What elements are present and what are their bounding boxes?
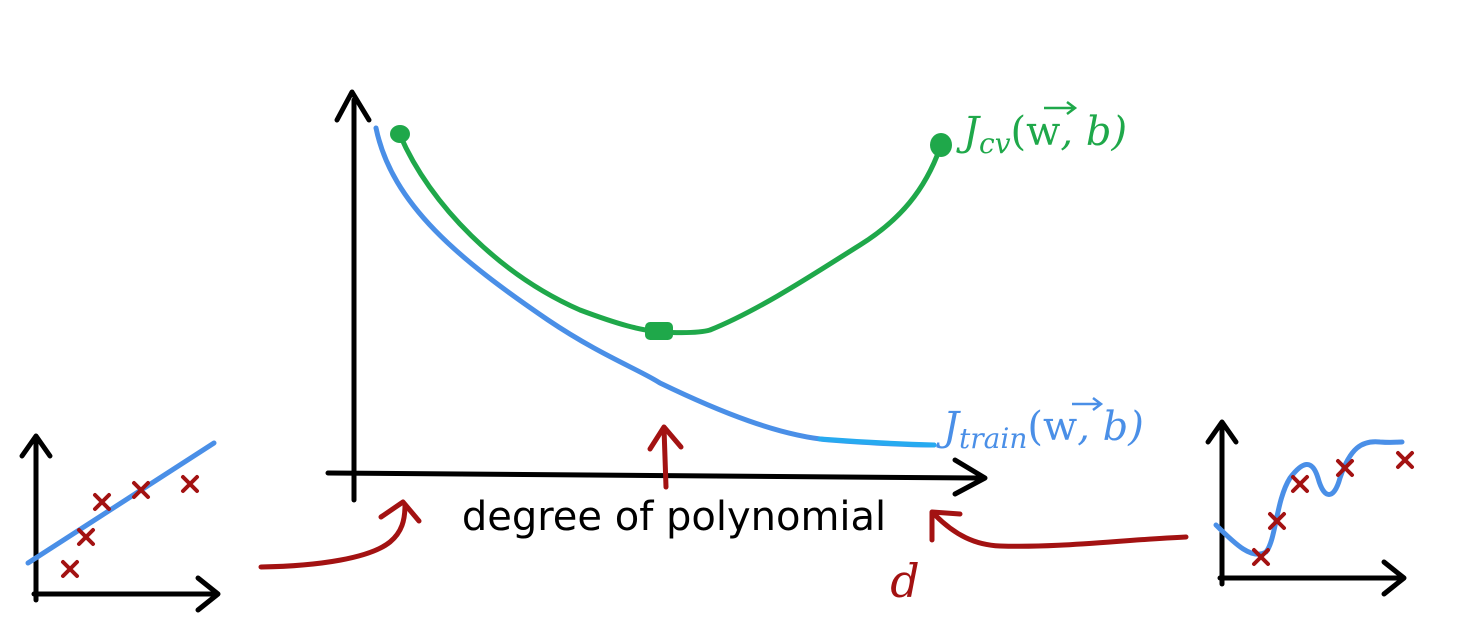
- cv-point-min: [645, 322, 673, 340]
- train-subscript: train: [959, 422, 1027, 455]
- underfit-line: [25, 440, 217, 566]
- high-degree-arrow: [929, 509, 1189, 549]
- low-degree-arrow: [258, 499, 422, 570]
- cv-args-suffix: , b): [1060, 109, 1127, 155]
- main-y-axis: [334, 89, 372, 503]
- underfit-data-points: [61, 475, 199, 578]
- optimum-arrow: [647, 424, 684, 490]
- cv-curve: [397, 132, 943, 336]
- x-mark-icon: [1336, 459, 1354, 477]
- overfit-data-points: [1252, 451, 1414, 566]
- x-mark-icon: [93, 493, 111, 511]
- overfit-curve: [1213, 439, 1405, 557]
- cv-vector-arrow-icon: [1044, 101, 1078, 115]
- cv-point-left: [390, 125, 410, 143]
- train-vector-arrow-icon: [1072, 397, 1104, 411]
- train-w-symbol: w: [1043, 404, 1077, 450]
- overfit-mini-plot: [1205, 419, 1414, 597]
- x-mark-icon: [61, 560, 79, 578]
- x-mark-icon: [132, 481, 150, 499]
- x-axis-label: degree of polynomial: [462, 494, 886, 540]
- svg-text:Jtrain(w, b): Jtrain(w, b): [936, 404, 1144, 455]
- train-curve-label: Jtrain(w, b): [936, 397, 1144, 455]
- x-mark-icon: [1252, 548, 1270, 566]
- x-mark-icon: [77, 528, 95, 546]
- train-J-symbol: J: [936, 404, 961, 450]
- train-curve: [373, 125, 937, 448]
- x-mark-icon: [1268, 512, 1286, 530]
- x-mark-icon: [1396, 451, 1414, 469]
- cv-args-prefix: (: [1011, 109, 1027, 155]
- train-curve-tail: [817, 436, 937, 448]
- variable-d-label: d: [890, 554, 919, 608]
- train-args-prefix: (: [1027, 404, 1043, 450]
- underfit-mini-plot: [19, 433, 221, 613]
- svg-text:Jcv(w, b): Jcv(w, b): [956, 109, 1127, 160]
- cv-w-symbol: w: [1026, 109, 1060, 155]
- train-args-suffix: , b): [1077, 404, 1144, 450]
- x-mark-icon: [1291, 475, 1309, 493]
- x-mark-icon: [181, 475, 199, 493]
- cv-J-symbol: J: [956, 109, 981, 155]
- cv-point-right: [930, 133, 952, 157]
- main-x-axis: [325, 457, 988, 497]
- cv-curve-label: Jcv(w, b): [956, 101, 1127, 160]
- cv-subscript: cv: [979, 127, 1011, 160]
- main-chart: degree of polynomial d Jcv(w, b) Jtrain(…: [325, 89, 1144, 608]
